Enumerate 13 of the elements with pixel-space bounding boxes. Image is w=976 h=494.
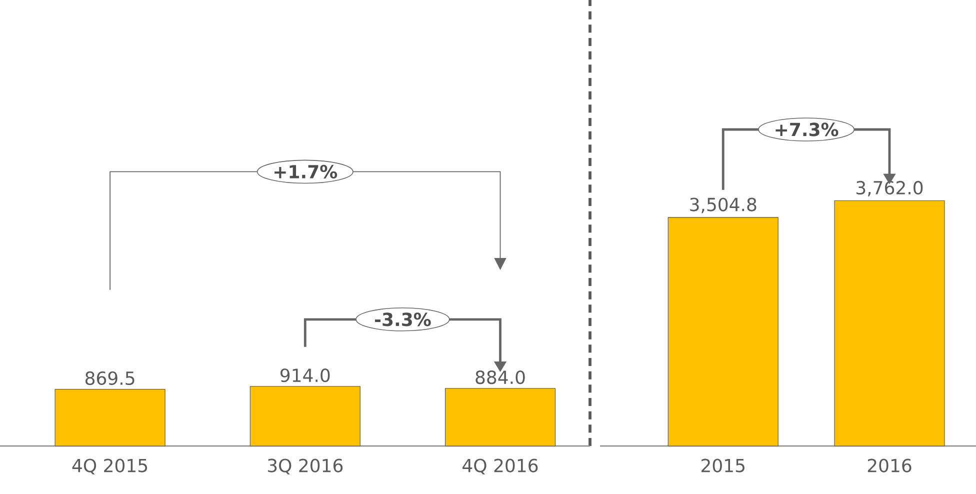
x-tick-label: 4Q 2016 bbox=[462, 458, 538, 474]
x-tick-label: 2016 bbox=[868, 458, 912, 472]
text: +7.3% bbox=[776, 122, 838, 136]
x-tick-label: 4Q 2015 bbox=[72, 458, 148, 474]
data-label: 884.0 bbox=[476, 370, 525, 384]
x-tick-label: 2015 bbox=[702, 458, 744, 472]
x-tick-label: 3Q 2016 bbox=[268, 458, 343, 474]
data-label: 914.0 bbox=[280, 368, 330, 382]
data-label: 3,504.8 bbox=[690, 198, 756, 214]
data-label: 869.5 bbox=[85, 371, 134, 386]
text: -3.3% bbox=[374, 312, 431, 326]
text: +1.7% bbox=[274, 164, 338, 179]
data-label: 3,762.0 bbox=[856, 180, 923, 196]
